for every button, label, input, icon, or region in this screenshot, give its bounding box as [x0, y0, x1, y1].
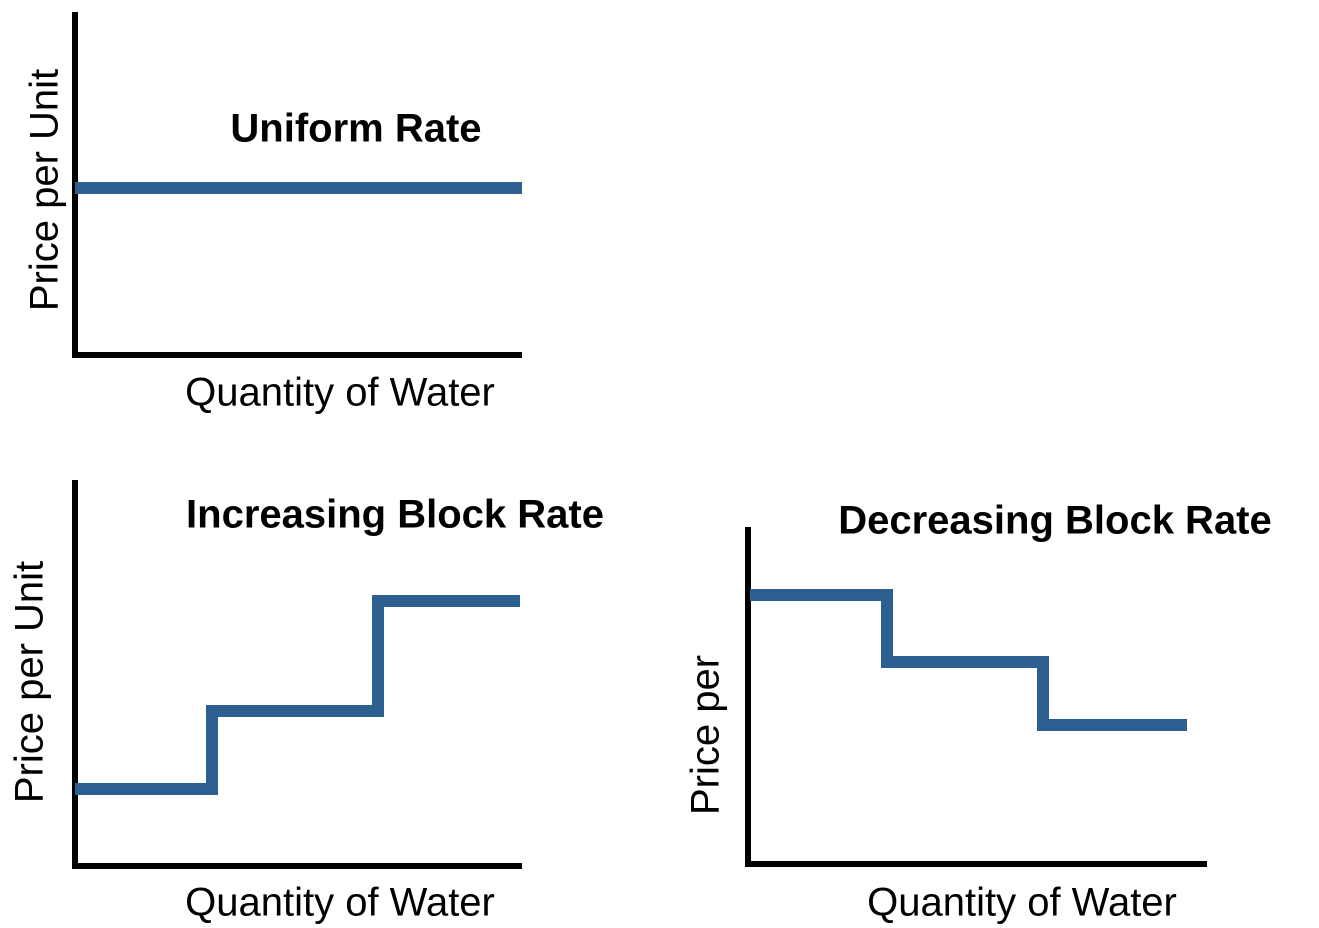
panel-title: Increasing Block Rate [186, 493, 604, 537]
x-label: Quantity of Water [185, 371, 495, 415]
uniform-panel: Uniform Rate Price per Unit Quantity of … [23, 12, 522, 415]
x-label: Quantity of Water [185, 881, 495, 925]
y-label: Price per [684, 655, 728, 815]
rate-line [750, 589, 1187, 731]
decreasing-panel: Decreasing Block Rate Price per Quantity… [684, 499, 1272, 925]
axes [72, 480, 522, 869]
x-label: Quantity of Water [867, 881, 1177, 925]
panel-title: Uniform Rate [230, 107, 481, 151]
axes [745, 527, 1207, 867]
increasing-panel: Increasing Block Rate Price per Unit Qua… [8, 480, 604, 925]
axes [72, 12, 522, 358]
y-label: Price per Unit [23, 69, 67, 311]
y-label: Price per Unit [8, 561, 52, 803]
rate-line [75, 595, 520, 795]
panel-title: Decreasing Block Rate [838, 499, 1272, 543]
